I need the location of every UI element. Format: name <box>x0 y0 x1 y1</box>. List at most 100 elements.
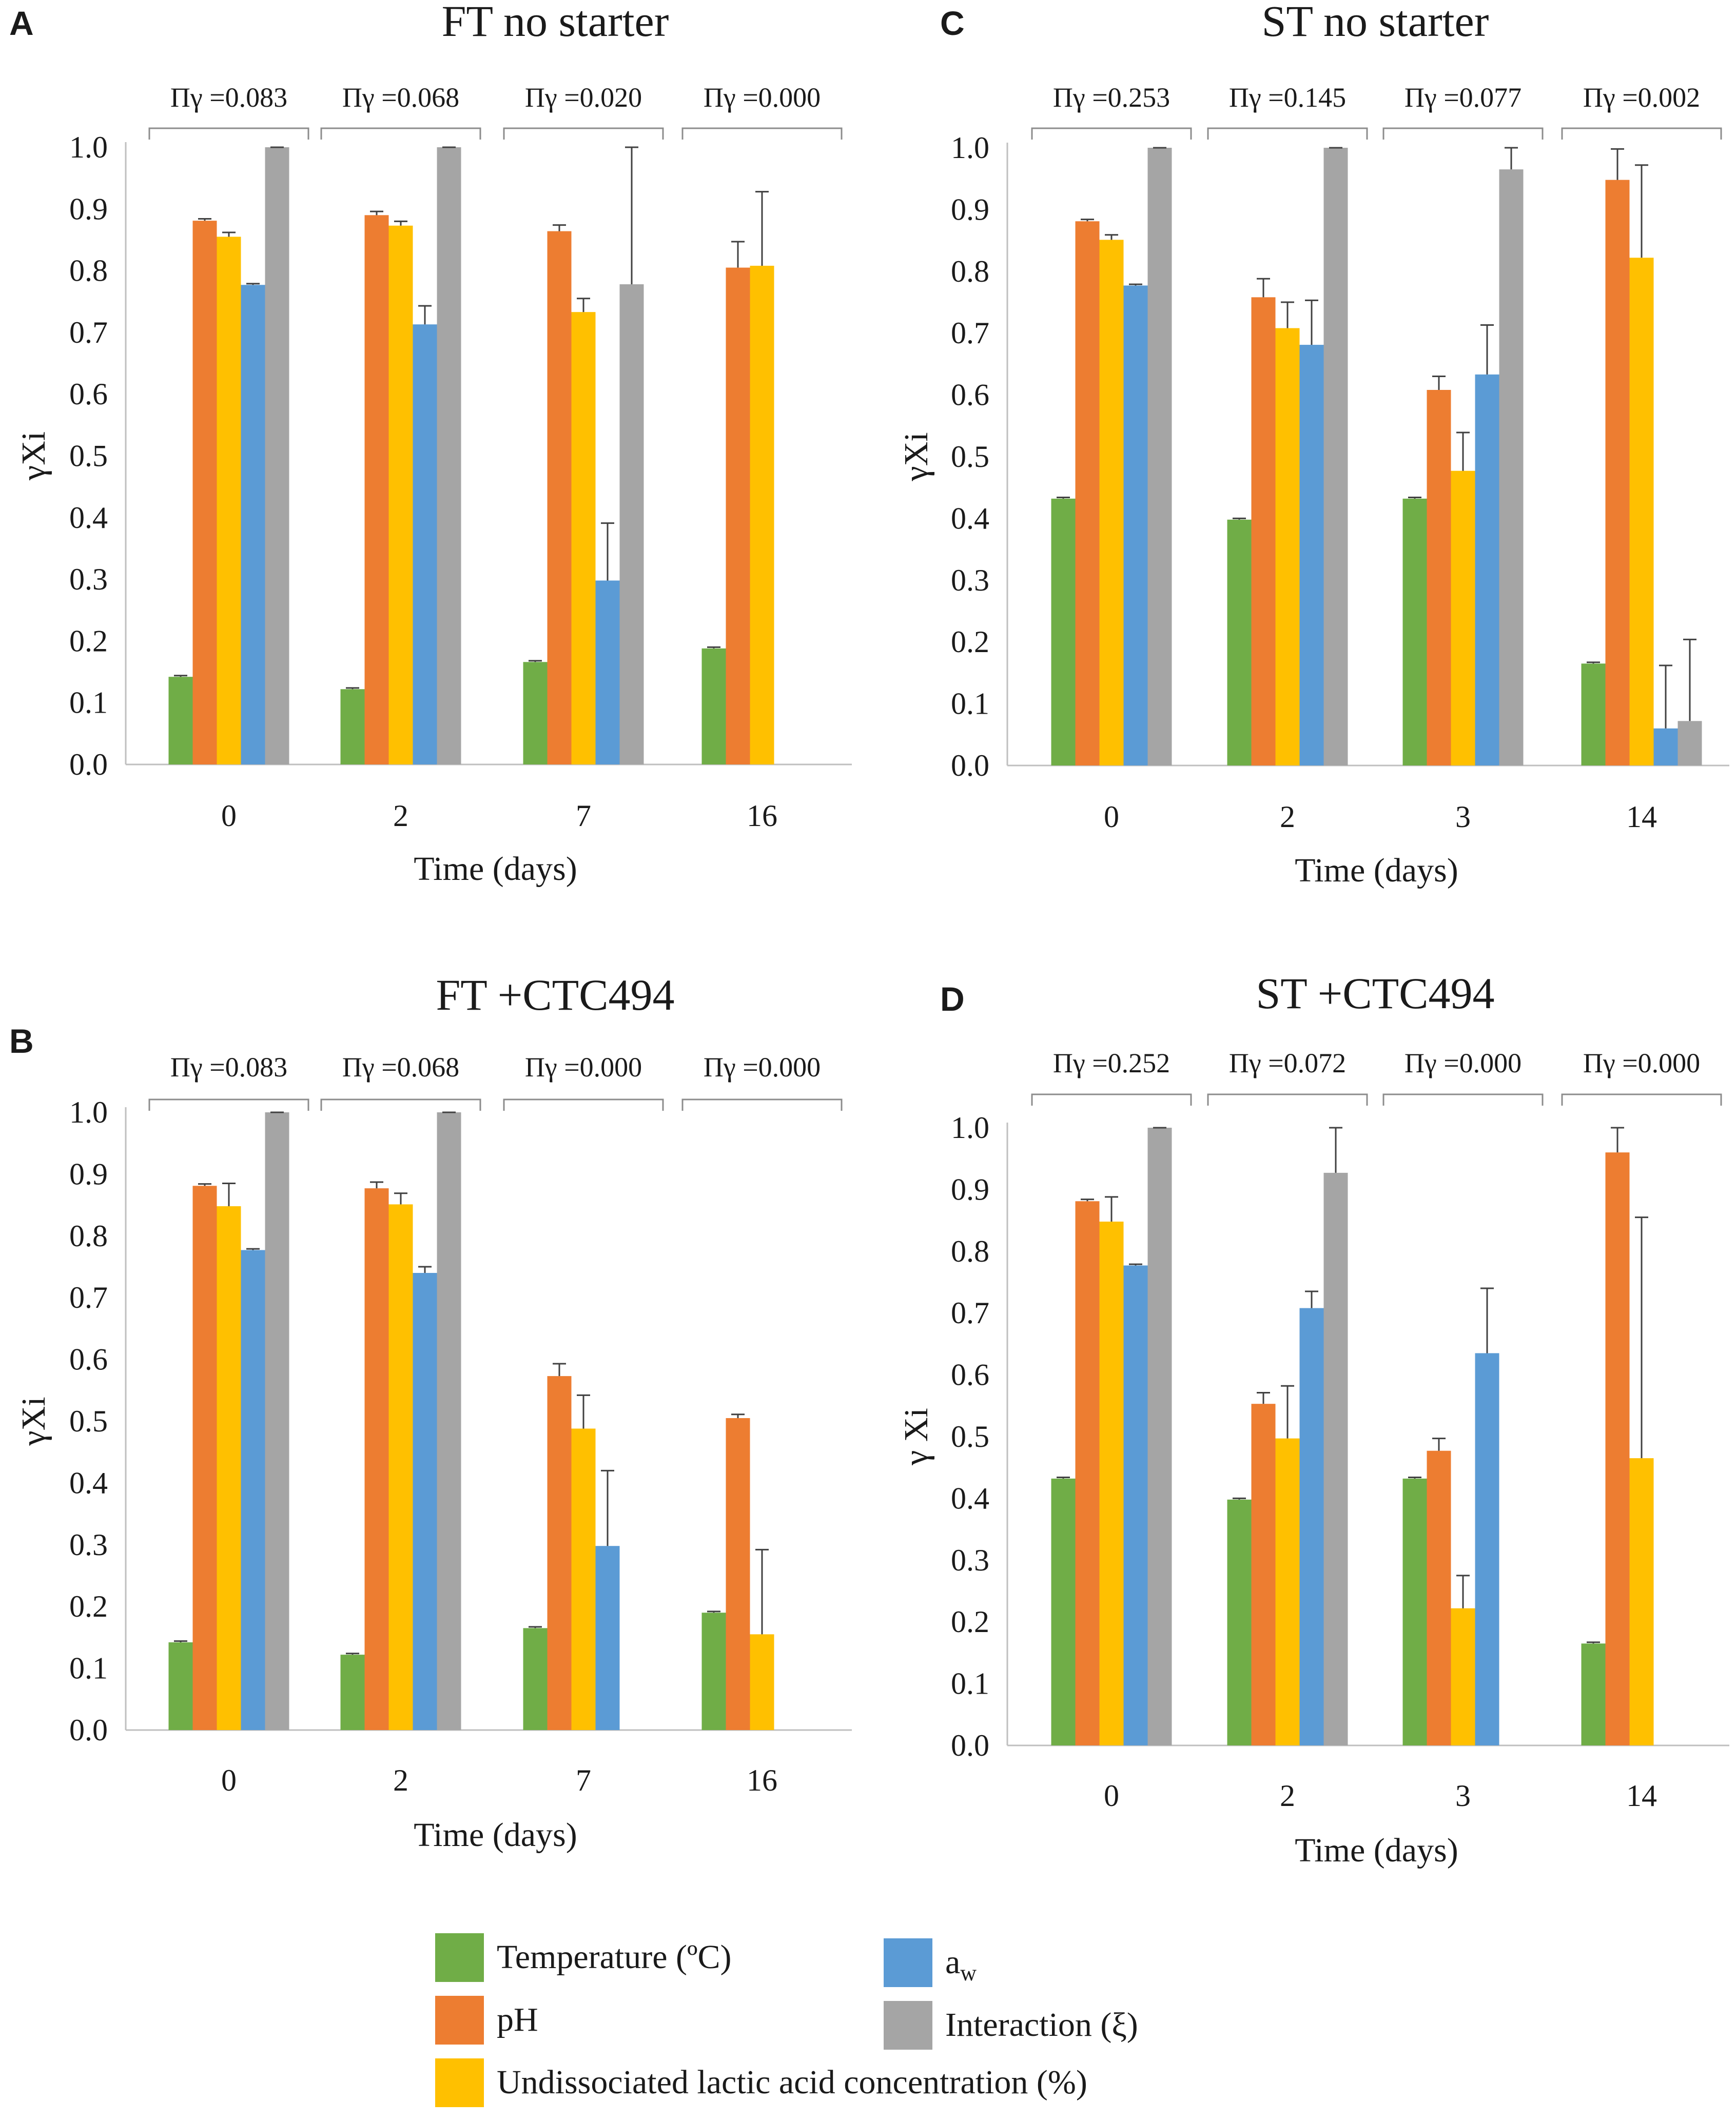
bar-ph-2 <box>364 1188 389 1730</box>
y-tick-label: 0.6 <box>951 1358 989 1392</box>
bar-temperature-3 <box>1402 1478 1427 1745</box>
x-axis-label: Time (days) <box>414 850 577 888</box>
pi-bracket <box>1207 127 1368 140</box>
y-tick-label: 0.8 <box>69 254 108 288</box>
bar-interaction-14 <box>1678 721 1702 765</box>
legend-item-ph: pH <box>435 1996 538 2045</box>
bar-lactic-14 <box>1629 1458 1654 1745</box>
bar-temperature-2 <box>1227 1499 1252 1745</box>
bar-lactic-2 <box>1275 328 1300 765</box>
bar-ph-0 <box>1075 1201 1100 1745</box>
pi-gamma-label: Πγ =0.000 <box>525 1052 642 1083</box>
panel-c: C ST no starter 0.0 0.1 0.2 0.3 0.4 0.5 0.6 0.7 0.… <box>898 0 1729 889</box>
bar-interaction-7 <box>619 284 644 764</box>
y-tick-label: 0.1 <box>69 1652 108 1685</box>
y-tick-label: 0.8 <box>69 1219 108 1253</box>
bar-aw-3 <box>1475 1353 1499 1745</box>
pi-gamma-label: Πγ =0.000 <box>1583 1048 1700 1078</box>
pi-bracket <box>1382 1093 1544 1106</box>
bar-aw-14 <box>1653 728 1678 765</box>
bar-interaction-2 <box>437 1112 461 1730</box>
y-tick-label: 0.5 <box>951 440 989 474</box>
panel-d: D ST +CTC494 0.0 0.1 0.2 0.3 0.4 0.5 0.6 0.7 0.8 0.… <box>898 969 1729 1869</box>
x-tick-label: 2 <box>1280 800 1295 834</box>
legend-swatch <box>435 1996 484 2045</box>
y-axis-label: γXi <box>15 431 52 481</box>
bar-temperature-0 <box>1051 1478 1076 1745</box>
legend-item-temperature: Temperature (ºC) <box>435 1933 731 1982</box>
bar-temperature-2 <box>340 689 365 764</box>
chart-title: FT +CTC494 <box>436 970 674 1019</box>
bar-ph-14 <box>1605 1152 1630 1745</box>
pi-gamma-label: Πγ =0.253 <box>1053 82 1170 113</box>
y-tick-label: 0.8 <box>951 1234 989 1268</box>
pi-bracket <box>1031 127 1192 140</box>
y-tick-label: 0.7 <box>951 316 989 350</box>
x-tick-label: 3 <box>1455 1779 1471 1813</box>
pi-gamma-label: Πγ =0.068 <box>342 1052 459 1083</box>
bar-temperature-16 <box>701 1613 726 1730</box>
x-axis-label: Time (days) <box>1295 1832 1458 1869</box>
y-tick-label: 0.3 <box>951 563 989 597</box>
y-axis-label: γ Xi <box>898 1408 935 1466</box>
legend-label: aw <box>945 1943 977 1986</box>
pi-gamma-label: Πγ =0.072 <box>1229 1048 1346 1078</box>
x-tick-label: 14 <box>1626 800 1657 834</box>
pi-bracket <box>148 127 309 140</box>
pi-gamma-label: Πγ =0.083 <box>170 82 287 113</box>
legend-swatch <box>884 2001 932 2050</box>
bar-temperature-7 <box>523 662 548 764</box>
bar-lactic-16 <box>750 1634 774 1730</box>
pi-bracket <box>320 127 481 140</box>
pi-bracket <box>503 1098 664 1111</box>
pi-gamma-label: Πγ =0.000 <box>1405 1048 1522 1078</box>
y-tick-label: 0.7 <box>69 316 108 349</box>
x-tick-label: 16 <box>747 799 777 833</box>
y-tick-label: 0.3 <box>951 1543 989 1577</box>
bar-lactic-3 <box>1451 470 1475 765</box>
y-tick-label: 0.0 <box>951 1729 989 1762</box>
pi-gamma-label: Πγ =0.077 <box>1405 82 1522 113</box>
bar-temperature-2 <box>1227 519 1252 765</box>
legend-label: Temperature (ºC) <box>497 1938 731 1976</box>
bar-aw-2 <box>413 324 437 764</box>
pi-gamma-label: Πγ =0.000 <box>704 1052 821 1083</box>
x-tick-label: 2 <box>1280 1779 1295 1813</box>
bar-lactic-2 <box>1275 1438 1300 1745</box>
legend-swatch <box>435 1933 484 1982</box>
bar-interaction-0 <box>265 147 289 764</box>
pi-gamma-label: Πγ =0.002 <box>1583 82 1700 113</box>
y-tick-label: 0.2 <box>69 624 108 658</box>
bar-ph-2 <box>1251 297 1276 765</box>
y-tick-label: 0.6 <box>951 378 989 412</box>
bar-temperature-16 <box>701 648 726 764</box>
y-tick-label: 0.4 <box>69 501 108 535</box>
bar-aw-0 <box>1123 1265 1148 1745</box>
y-tick-label: 0.4 <box>69 1466 108 1500</box>
bar-aw-0 <box>241 1250 265 1730</box>
chart-title: ST +CTC494 <box>1256 969 1494 1018</box>
bar-ph-7 <box>547 1376 572 1730</box>
bar-interaction-3 <box>1499 169 1524 765</box>
y-tick-label: 0.9 <box>69 192 108 226</box>
y-tick-label: 0.7 <box>951 1296 989 1330</box>
y-tick-label: 0.5 <box>951 1420 989 1454</box>
legend-label: pH <box>497 2001 538 2038</box>
y-tick-label: 0.4 <box>951 1481 989 1515</box>
legend-swatch <box>884 1938 932 1987</box>
bar-lactic-0 <box>1099 1222 1124 1745</box>
y-tick-label: 0.3 <box>69 1528 108 1562</box>
bar-ph-0 <box>192 1186 217 1730</box>
y-tick-label: 0.9 <box>951 1172 989 1206</box>
panel-a: A FT no starter 0.0 0.1 0.2 0.3 0.4 0.5 0.6 0.7 0.… <box>9 0 852 888</box>
bar-ph-0 <box>1075 221 1100 765</box>
y-tick-label: 0.8 <box>951 254 989 288</box>
bar-aw-7 <box>595 1546 620 1730</box>
y-tick-label: 1.0 <box>951 1111 989 1145</box>
bar-lactic-3 <box>1451 1608 1475 1745</box>
panel-b: B FT +CTC494 0.0 0.1 0.2 0.3 0.4 0.5 0.6 0.7 0.8 0.… <box>9 970 852 1854</box>
bar-ph-3 <box>1427 1450 1451 1745</box>
y-tick-label: 0.2 <box>69 1589 108 1623</box>
pi-bracket <box>148 1098 309 1111</box>
bar-interaction-2 <box>1323 148 1348 765</box>
